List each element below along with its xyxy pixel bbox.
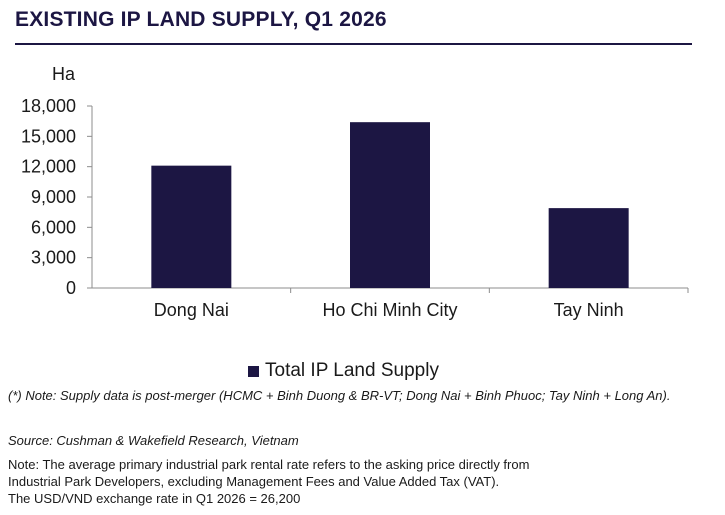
bar-ho-chi-minh-city [350, 122, 430, 288]
y-axis-unit-label: Ha [52, 64, 76, 84]
rental-note-line-1: Note: The average primary industrial par… [8, 457, 530, 472]
source-note: Source: Cushman & Wakefield Research, Vi… [8, 433, 299, 448]
x-category-label: Ho Chi Minh City [322, 300, 457, 320]
title-rule [15, 43, 692, 45]
chart-bars [151, 122, 629, 288]
y-tick-label: 15,000 [21, 126, 76, 146]
rental-note-line-2: Industrial Park Developers, excluding Ma… [8, 474, 500, 489]
y-tick-label: 0 [66, 278, 76, 298]
legend-label: Total IP Land Supply [265, 360, 439, 381]
x-category-label: Tay Ninh [554, 300, 624, 320]
rental-note-line-3: The USD/VND exchange rate in Q1 2026 = 2… [8, 491, 301, 506]
x-category-label: Dong Nai [154, 300, 229, 320]
bar-chart: Ha 0 3,000 6,000 9,000 12,000 15,000 18,000 Dong… [21, 64, 689, 320]
y-tick-label: 3,000 [31, 248, 76, 268]
chart-title: EXISTING IP LAND SUPPLY, Q1 2026 [15, 8, 387, 31]
legend-swatch [248, 365, 259, 377]
y-tick-label: 6,000 [31, 217, 76, 237]
y-tick-label: 18,000 [21, 96, 76, 116]
rental-note: Note: The average primary industrial par… [8, 456, 708, 507]
bar-dong-nai [151, 165, 232, 288]
y-tick-label: 12,000 [21, 157, 76, 177]
y-tick-label: 9,000 [31, 187, 76, 207]
bar-tay-ninh [548, 208, 629, 288]
chart-labels: Ha 0 3,000 6,000 9,000 12,000 15,000 18,000 Dong… [21, 64, 624, 320]
chart-legend: Total IP Land Supply [248, 360, 439, 382]
merger-note: (*) Note: Supply data is post-merger (HC… [8, 388, 671, 403]
